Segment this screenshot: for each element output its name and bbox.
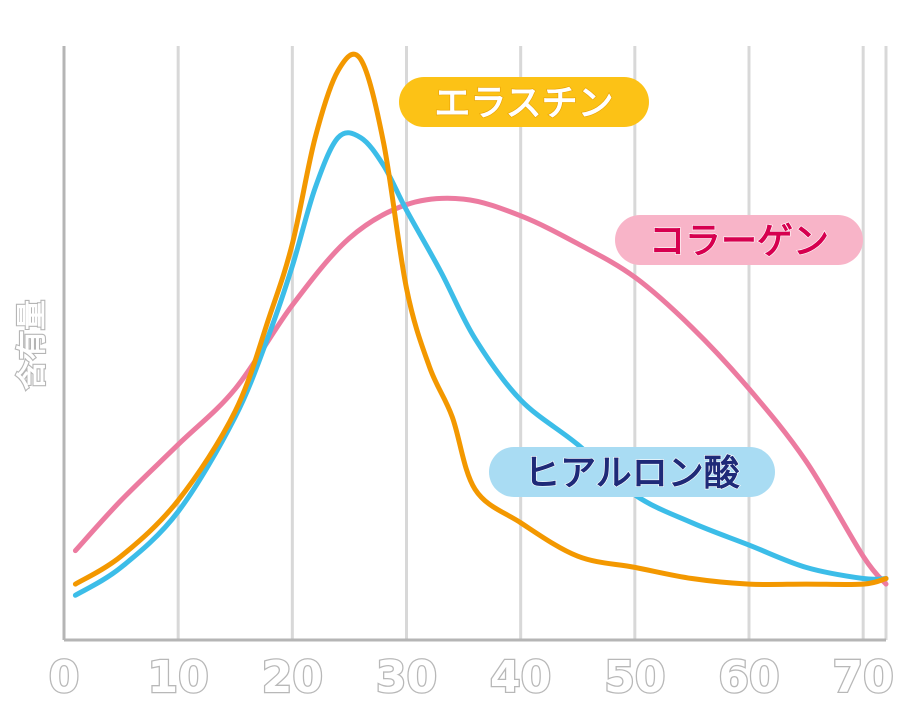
y-axis-label: 含有量	[15, 300, 50, 390]
series-line-1	[72, 195, 889, 587]
series-label-1: コラーゲン	[615, 215, 863, 265]
series-label-pill-2	[489, 447, 775, 497]
x-tick-label-50: 50	[604, 652, 665, 703]
x-tick-label-30: 30	[376, 652, 437, 703]
x-tick-labels: 0 10 20 30 40 50 60 70	[47, 651, 895, 705]
series-label-text-2: ヒアルロン酸	[524, 453, 740, 494]
x-tick-label-40: 40	[490, 652, 551, 703]
axes	[62, 46, 886, 642]
grid-lines	[176, 46, 888, 640]
series-label-text-0: エラスチン	[434, 83, 613, 124]
series-lines	[72, 51, 889, 598]
x-tick-label-0: 0	[49, 652, 80, 703]
series-label-pill-0	[399, 77, 649, 127]
series-label-0: エラスチン	[399, 77, 649, 127]
series-label-2: ヒアルロン酸	[489, 447, 775, 497]
x-tick-label-70: 70	[833, 652, 894, 703]
series-line-0	[72, 51, 889, 588]
x-tick-label-60: 60	[718, 652, 779, 703]
series-label-pill-1	[615, 215, 863, 265]
series-label-text-1: コラーゲン	[649, 221, 829, 262]
x-tick-label-20: 20	[262, 652, 323, 703]
x-tick-label-10: 10	[148, 652, 209, 703]
